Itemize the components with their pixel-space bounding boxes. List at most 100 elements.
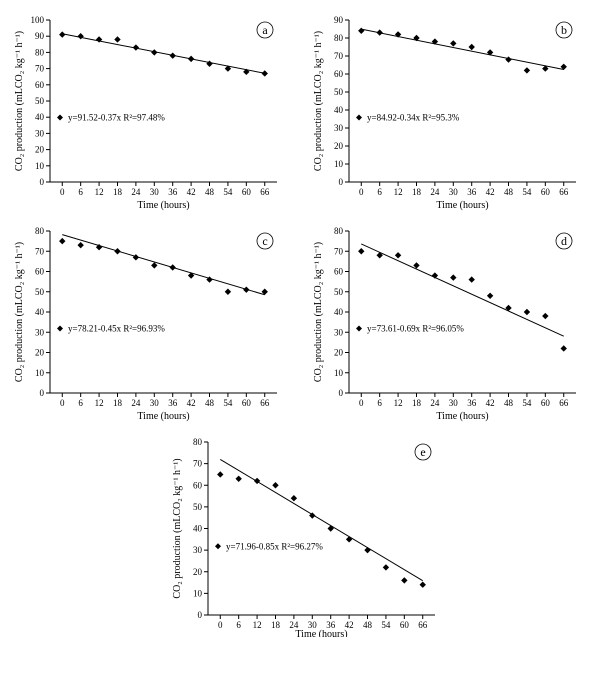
x-tick-label: 0 bbox=[359, 187, 364, 197]
data-marker bbox=[505, 56, 511, 62]
x-tick-label: 6 bbox=[78, 187, 83, 197]
chart-b: 0102030405060708090061218243036424854606… bbox=[309, 10, 584, 215]
y-tick-label: 0 bbox=[338, 388, 343, 398]
x-tick-label: 54 bbox=[381, 620, 391, 630]
equation-text: y=91.52-0.37x R²=97.48% bbox=[68, 112, 165, 122]
x-tick-label: 36 bbox=[467, 398, 477, 408]
x-tick-label: 6 bbox=[236, 620, 241, 630]
x-tick-label: 18 bbox=[411, 398, 421, 408]
x-tick-label: 66 bbox=[559, 187, 569, 197]
y-tick-label: 20 bbox=[334, 141, 344, 151]
x-tick-label: 0 bbox=[359, 398, 364, 408]
x-tick-label: 54 bbox=[223, 187, 233, 197]
y-tick-label: 40 bbox=[35, 307, 45, 317]
data-marker bbox=[225, 289, 231, 295]
x-tick-label: 0 bbox=[218, 620, 223, 630]
y-axis-label: CO₂ production (mLCO₂ kg⁻¹ h⁻¹) bbox=[14, 31, 25, 171]
y-tick-label: 10 bbox=[35, 368, 45, 378]
x-tick-label: 12 bbox=[95, 187, 104, 197]
y-tick-label: 10 bbox=[35, 161, 45, 171]
y-tick-label: 100 bbox=[31, 15, 45, 25]
x-tick-label: 42 bbox=[485, 398, 494, 408]
panel-tag: c bbox=[262, 234, 267, 248]
x-tick-label: 0 bbox=[60, 187, 65, 197]
y-tick-label: 70 bbox=[35, 64, 45, 74]
x-tick-label: 6 bbox=[377, 398, 382, 408]
x-tick-label: 54 bbox=[522, 398, 532, 408]
panel-b: 0102030405060708090061218243036424854606… bbox=[309, 10, 591, 215]
legend-marker-icon bbox=[57, 325, 63, 331]
panel-e: 010203040506070800612182430364248546066T… bbox=[10, 432, 591, 637]
data-marker bbox=[170, 264, 176, 270]
x-tick-label: 30 bbox=[150, 187, 160, 197]
y-tick-label: 0 bbox=[338, 177, 343, 187]
data-marker bbox=[272, 482, 278, 488]
data-marker bbox=[59, 238, 65, 244]
legend-marker-icon bbox=[356, 325, 362, 331]
y-tick-label: 40 bbox=[35, 112, 45, 122]
x-tick-label: 54 bbox=[522, 187, 532, 197]
trend-line bbox=[62, 235, 264, 295]
x-tick-label: 54 bbox=[223, 398, 233, 408]
x-tick-label: 0 bbox=[60, 398, 65, 408]
y-tick-label: 50 bbox=[334, 287, 344, 297]
x-tick-label: 12 bbox=[253, 620, 262, 630]
trend-line bbox=[220, 459, 422, 580]
x-tick-label: 48 bbox=[504, 187, 514, 197]
y-tick-label: 70 bbox=[334, 246, 344, 256]
panel-d: 010203040506070800612182430364248546066T… bbox=[309, 221, 591, 426]
data-marker bbox=[77, 242, 83, 248]
y-tick-label: 10 bbox=[334, 368, 344, 378]
x-tick-label: 48 bbox=[205, 187, 215, 197]
trend-line bbox=[62, 34, 264, 74]
y-tick-label: 40 bbox=[334, 307, 344, 317]
legend-marker-icon bbox=[215, 543, 221, 549]
y-tick-label: 70 bbox=[35, 246, 45, 256]
x-axis-label: Time (hours) bbox=[295, 629, 347, 637]
data-marker bbox=[358, 28, 364, 34]
data-marker bbox=[170, 52, 176, 58]
data-marker bbox=[262, 70, 268, 76]
x-tick-label: 66 bbox=[260, 187, 270, 197]
x-tick-label: 18 bbox=[113, 187, 123, 197]
y-tick-label: 20 bbox=[334, 348, 344, 358]
data-marker bbox=[450, 40, 456, 46]
data-marker bbox=[431, 272, 437, 278]
x-tick-label: 42 bbox=[485, 187, 494, 197]
data-marker bbox=[243, 287, 249, 293]
data-marker bbox=[151, 262, 157, 268]
x-tick-label: 30 bbox=[150, 398, 160, 408]
panel-tag: d bbox=[561, 234, 567, 248]
x-tick-label: 30 bbox=[448, 398, 458, 408]
data-marker bbox=[420, 582, 426, 588]
x-tick-label: 66 bbox=[260, 398, 270, 408]
x-tick-label: 60 bbox=[540, 187, 550, 197]
data-marker bbox=[114, 248, 120, 254]
panel-tag: b bbox=[561, 23, 567, 37]
chart-d: 010203040506070800612182430364248546066T… bbox=[309, 221, 584, 426]
y-tick-label: 60 bbox=[334, 69, 344, 79]
x-axis-label: Time (hours) bbox=[436, 200, 488, 211]
x-tick-label: 24 bbox=[131, 187, 141, 197]
chart-grid: 0102030405060708090100061218243036424854… bbox=[10, 10, 591, 637]
y-tick-label: 50 bbox=[35, 96, 45, 106]
y-tick-label: 10 bbox=[334, 159, 344, 169]
y-tick-label: 70 bbox=[193, 459, 203, 469]
x-tick-label: 24 bbox=[430, 187, 440, 197]
y-tick-label: 90 bbox=[334, 15, 344, 25]
data-marker bbox=[468, 44, 474, 50]
y-tick-label: 90 bbox=[35, 31, 45, 41]
x-tick-label: 18 bbox=[271, 620, 281, 630]
y-tick-label: 60 bbox=[35, 267, 45, 277]
y-tick-label: 20 bbox=[35, 348, 45, 358]
data-marker bbox=[364, 547, 370, 553]
data-marker bbox=[401, 577, 407, 583]
y-tick-label: 30 bbox=[193, 545, 203, 555]
data-marker bbox=[523, 309, 529, 315]
trend-line bbox=[361, 29, 563, 69]
x-tick-label: 12 bbox=[393, 398, 402, 408]
x-tick-label: 24 bbox=[430, 398, 440, 408]
y-tick-label: 30 bbox=[334, 123, 344, 133]
panel-tag: a bbox=[262, 23, 268, 37]
y-tick-label: 40 bbox=[193, 524, 203, 534]
